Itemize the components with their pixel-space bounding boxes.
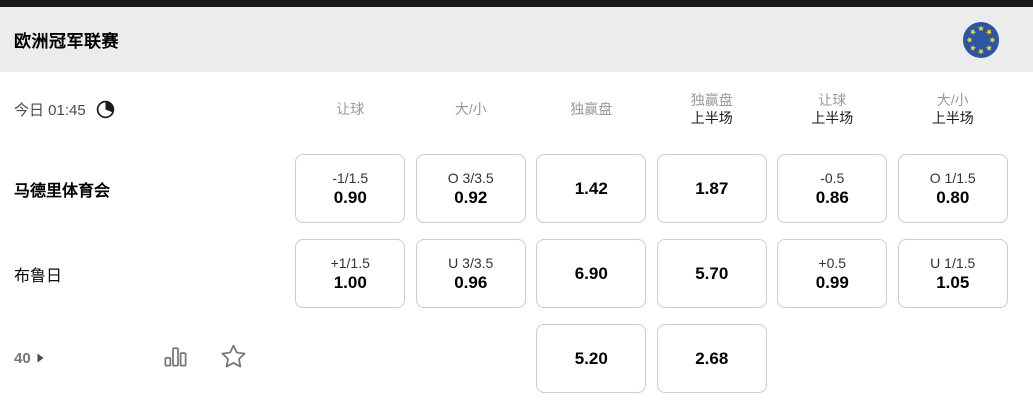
match-time: 今日 01:45 bbox=[0, 72, 290, 146]
column-header-handicap-first-half: 让球 上半场 bbox=[811, 92, 854, 126]
odds-button[interactable]: -0.5 0.86 bbox=[777, 154, 888, 223]
caret-right-icon bbox=[37, 350, 44, 367]
odds-button[interactable]: +1/1.5 1.00 bbox=[295, 239, 406, 308]
match-time-label: 今日 01:45 bbox=[14, 101, 86, 119]
column-header-over-under-first-half: 大/小 上半场 bbox=[931, 92, 974, 126]
odds-button[interactable]: 1.87 bbox=[656, 154, 767, 223]
favorite-button[interactable] bbox=[219, 342, 248, 376]
column-header-moneyline-first-half: 独赢盘 上半场 bbox=[690, 92, 733, 126]
table-row-away: 布鲁日 +1/1.5 1.00 U 3/3.5 0.96 6.90 5.70 +… bbox=[0, 231, 1033, 316]
bar-chart-icon bbox=[162, 342, 189, 375]
odds-button[interactable]: 6.90 bbox=[536, 239, 647, 308]
odds-button[interactable]: -1/1.5 0.90 bbox=[295, 154, 406, 223]
odds-button[interactable]: U 1/1.5 1.05 bbox=[897, 239, 1008, 308]
column-header-row: 今日 01:45 让球 大/小 独赢盘 独赢盘 上半场 让球 上半场 大/小 bbox=[0, 72, 1033, 146]
table-row-draw: 40 bbox=[0, 316, 1033, 401]
team-name-away: 布鲁日 bbox=[14, 267, 63, 285]
odds-button[interactable]: 1.42 bbox=[536, 154, 647, 223]
odds-button[interactable]: 5.20 bbox=[536, 324, 647, 393]
stats-button[interactable] bbox=[162, 342, 189, 375]
column-header-handicap: 让球 bbox=[336, 101, 365, 117]
more-markets-button[interactable]: 40 bbox=[14, 350, 44, 367]
odds-button[interactable]: O 3/3.5 0.92 bbox=[415, 154, 526, 223]
star-outline-icon bbox=[219, 342, 248, 376]
league-title: 欧洲冠军联赛 bbox=[14, 32, 119, 51]
league-header: 欧洲冠军联赛 bbox=[0, 7, 1033, 72]
table-row-home: 马德里体育会 -1/1.5 0.90 O 3/3.5 0.92 1.42 1.8… bbox=[0, 146, 1033, 231]
row-actions: 40 bbox=[0, 316, 290, 401]
match-time-pie-icon bbox=[95, 99, 116, 120]
odds-button[interactable]: O 1/1.5 0.80 bbox=[897, 154, 1008, 223]
odds-button[interactable]: 5.70 bbox=[656, 239, 767, 308]
column-header-over-under: 大/小 bbox=[454, 101, 487, 117]
column-header-moneyline: 独赢盘 bbox=[570, 101, 613, 117]
odds-button[interactable]: U 3/3.5 0.96 bbox=[415, 239, 526, 308]
eu-flag-icon bbox=[962, 21, 1000, 59]
odds-button[interactable]: 2.68 bbox=[656, 324, 767, 393]
top-bar bbox=[0, 0, 1033, 7]
team-name-home: 马德里体育会 bbox=[14, 182, 111, 200]
odds-button[interactable]: +0.5 0.99 bbox=[777, 239, 888, 308]
more-markets-count: 40 bbox=[14, 350, 31, 367]
